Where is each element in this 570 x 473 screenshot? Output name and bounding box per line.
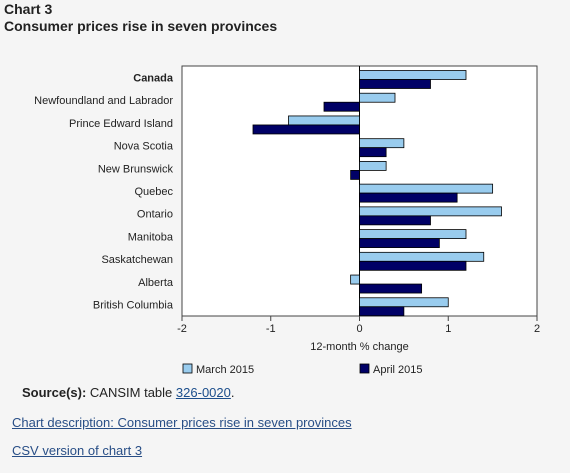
bar-quebec-april-2015: [359, 192, 458, 203]
source-label: Source(s):: [22, 385, 87, 400]
bar-alberta-march-2015: [350, 274, 360, 285]
category-label-newfoundland-and-labrador: Newfoundland and Labrador: [34, 95, 173, 107]
category-label-saskatchewan: Saskatchewan: [101, 254, 173, 266]
bar-manitoba-april-2015: [359, 238, 440, 248]
bar-british-columbia-april-2015: [359, 306, 405, 317]
bar-saskatchewan-march-2015: [359, 251, 485, 262]
category-label-ontario: Ontario: [137, 209, 173, 221]
x-tick-label: 0: [356, 323, 362, 335]
x-tick-label: 2: [534, 323, 540, 335]
bar-nova-scotia-march-2015: [359, 138, 405, 149]
legend-swatch-april-2015: [359, 363, 370, 374]
bar-canada-april-2015: [359, 79, 431, 89]
bar-chart: Canada Newfoundland and Labrador Prince Ed…: [34, 65, 540, 376]
category-label-quebec: Quebec: [134, 186, 173, 198]
category-label-manitoba: Manitoba: [128, 231, 174, 243]
source-suffix: .: [230, 385, 235, 400]
category-label-prince-edward-island: Prince Edward Island: [69, 118, 173, 130]
chart-title: Consumer prices rise in seven provinces: [4, 18, 278, 34]
bar-manitoba-march-2015: [359, 229, 467, 239]
category-label-nova-scotia: Nova Scotia: [114, 141, 174, 153]
category-label-british-columbia: British Columbia: [93, 300, 174, 312]
x-axis-label: 12-month % change: [310, 341, 408, 353]
legend-label-april-2015: April 2015: [373, 364, 423, 376]
legend-label-march-2015: March 2015: [196, 364, 254, 376]
category-label-canada: Canada: [133, 72, 174, 84]
cansim-table-link[interactable]: 326-0020: [175, 385, 231, 400]
x-tick-label: -2: [177, 323, 187, 335]
category-label-new-brunswick: New Brunswick: [98, 163, 174, 175]
bar-nova-scotia-april-2015: [359, 147, 387, 158]
chart-number: Chart 3: [4, 1, 53, 17]
bar-alberta-april-2015: [359, 283, 423, 294]
bar-british-columbia-march-2015: [359, 297, 449, 308]
source-line: Source(s): CANSIM table 326-0020.: [22, 385, 235, 400]
bar-quebec-march-2015: [359, 183, 494, 194]
bar-newfoundland-and-labrador-march-2015: [359, 92, 396, 103]
bar-new-brunswick-april-2015: [350, 170, 360, 180]
bar-canada-march-2015: [359, 70, 467, 80]
source-text: CANSIM table: [89, 385, 173, 400]
chart-heading: Chart 3 Consumer prices rise in seven pr…: [4, 1, 277, 35]
bar-saskatchewan-april-2015: [359, 260, 467, 271]
bar-prince-edward-island-april-2015: [252, 124, 360, 135]
category-label-alberta: Alberta: [138, 277, 174, 289]
chart-description-link[interactable]: Chart description: Consumer prices rise …: [12, 415, 352, 430]
bar-ontario-march-2015: [359, 206, 502, 217]
bar-new-brunswick-march-2015: [359, 161, 387, 171]
bar-ontario-april-2015: [359, 215, 431, 226]
x-tick-label: -1: [266, 323, 276, 335]
csv-version-link[interactable]: CSV version of chart 3: [12, 443, 143, 458]
x-tick-label: 1: [445, 323, 451, 335]
bar-prince-edward-island-march-2015: [288, 115, 360, 126]
legend-swatch-march-2015: [182, 363, 193, 374]
bar-newfoundland-and-labrador-april-2015: [323, 101, 360, 112]
